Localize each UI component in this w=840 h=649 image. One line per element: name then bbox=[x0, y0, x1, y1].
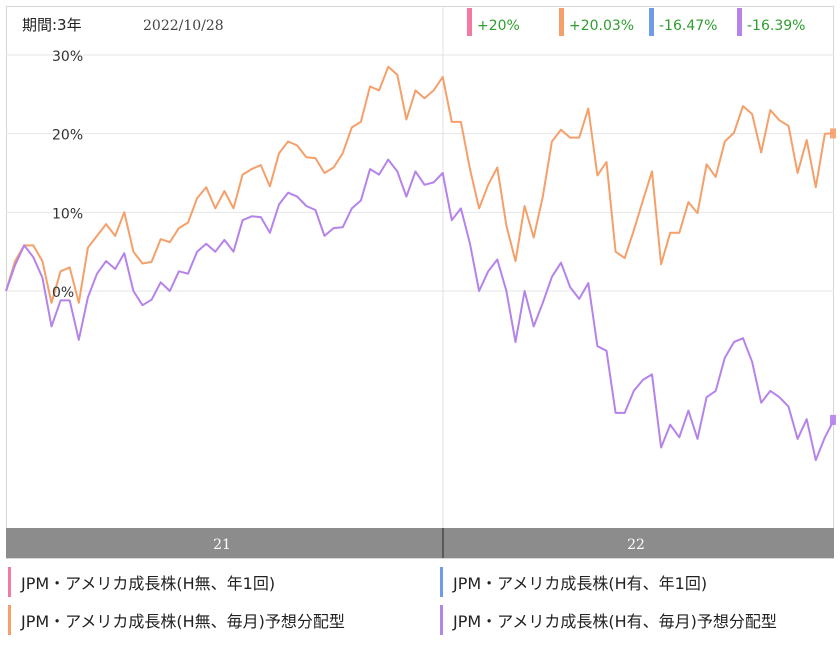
time-axis-bar bbox=[6, 528, 834, 558]
x-tick-label: 22 bbox=[627, 537, 645, 553]
x-tick-label: 21 bbox=[213, 537, 231, 553]
series-layer bbox=[5, 65, 835, 462]
series-end-marker-2 bbox=[830, 128, 836, 139]
legend-item-h-none-monthly[interactable]: JPM・アメリカ成長株(H無、毎月)予想分配型 bbox=[8, 602, 345, 638]
y-tick-label: 10% bbox=[52, 206, 83, 222]
legend-swatch bbox=[440, 605, 443, 635]
return-value: +20.03% bbox=[569, 18, 634, 34]
date-label: 2022/10/28 bbox=[143, 18, 224, 34]
returns-header: +20% +20.03% -16.47% -16.39% bbox=[467, 8, 805, 36]
legend-label: JPM・アメリカ成長株(H有、毎月)予想分配型 bbox=[453, 612, 777, 631]
y-tick-label: 30% bbox=[52, 49, 83, 65]
return-value: -16.39% bbox=[747, 18, 805, 34]
legend-label: JPM・アメリカ成長株(H有、年1回) bbox=[453, 574, 708, 593]
return-value: +20% bbox=[477, 18, 520, 34]
series-line-3 bbox=[5, 158, 835, 462]
legend-swatch bbox=[8, 605, 11, 635]
line-chart: 30%20%10%0% 21 22 期間:3年 2022/10/28 +20% +2… bbox=[5, 6, 836, 558]
legend: JPM・アメリカ成長株(H無、年1回) JPM・アメリカ成長株(H有、年1回) … bbox=[6, 562, 834, 649]
series-end-marker-3 bbox=[830, 414, 836, 425]
x-axis-ticks: 21 22 bbox=[213, 537, 645, 553]
y-tick-label: 0% bbox=[52, 285, 74, 301]
legend-item-h-yes-annual[interactable]: JPM・アメリカ成長株(H有、年1回) bbox=[440, 564, 707, 600]
legend-label: JPM・アメリカ成長株(H無、年1回) bbox=[21, 574, 276, 593]
series-line-2 bbox=[5, 65, 835, 304]
return-swatch bbox=[559, 8, 564, 36]
y-axis-ticks: 30% 20% 10% 0% bbox=[52, 49, 83, 301]
legend-item-h-none-annual[interactable]: JPM・アメリカ成長株(H無、年1回) bbox=[8, 564, 275, 600]
y-tick-label: 20% bbox=[52, 128, 83, 144]
end-markers bbox=[830, 128, 836, 425]
chart-frame bbox=[6, 6, 834, 559]
legend-label: JPM・アメリカ成長株(H無、毎月)予想分配型 bbox=[21, 612, 345, 631]
period-label: 期間:3年 bbox=[22, 16, 82, 34]
return-swatch bbox=[737, 8, 742, 36]
legend-swatch bbox=[440, 567, 443, 597]
legend-item-h-yes-monthly[interactable]: JPM・アメリカ成長株(H有、毎月)予想分配型 bbox=[440, 602, 777, 638]
return-value: -16.47% bbox=[659, 18, 717, 34]
legend-swatch bbox=[8, 567, 11, 597]
return-swatch bbox=[649, 8, 654, 36]
return-swatch bbox=[467, 8, 472, 36]
grid bbox=[6, 6, 834, 528]
